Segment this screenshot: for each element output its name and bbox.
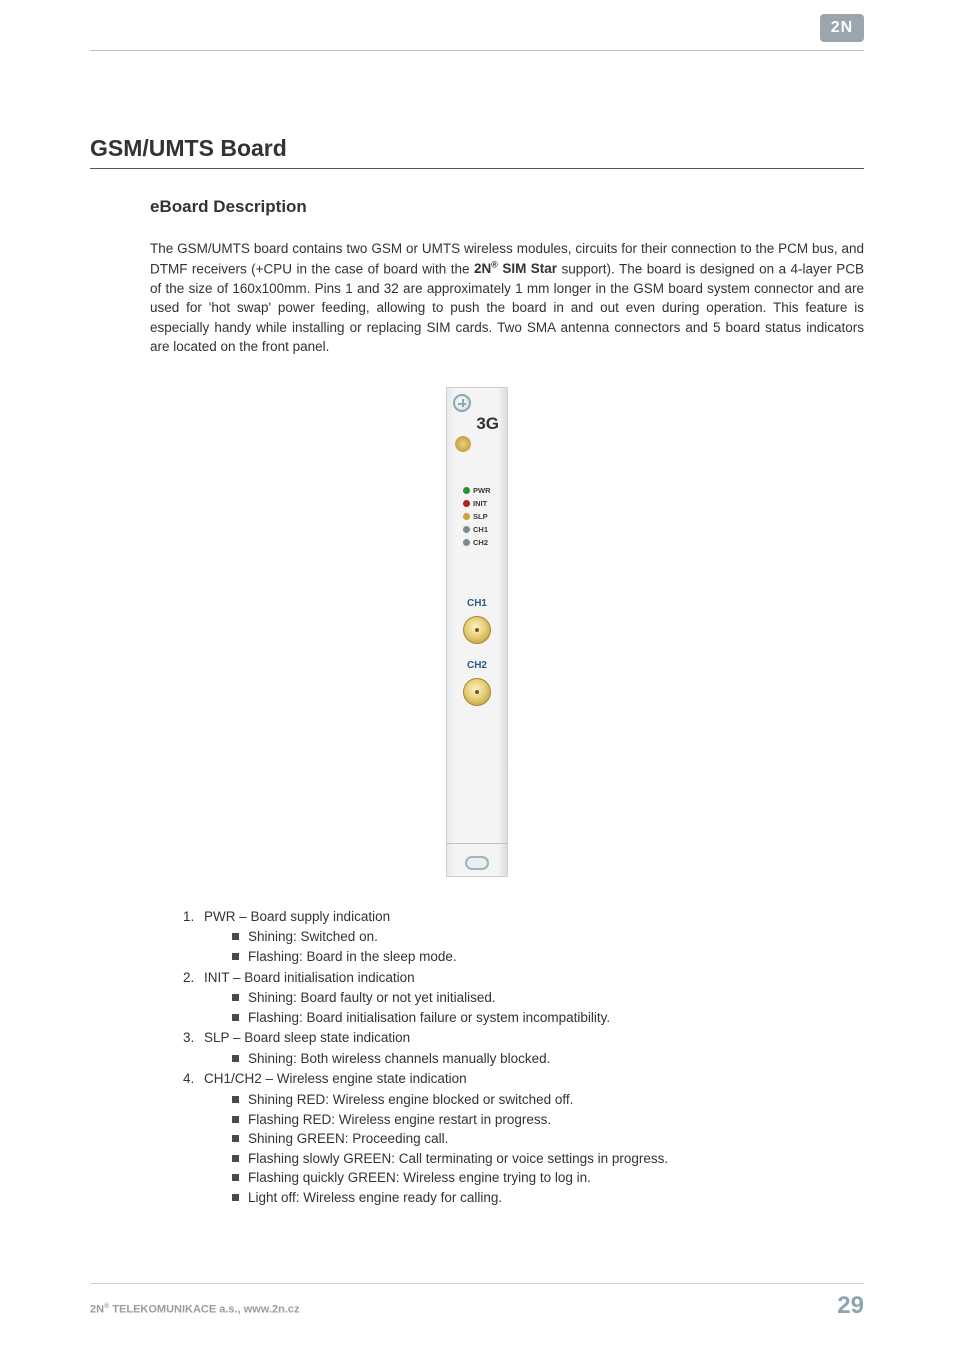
coax-connector-icon <box>455 436 471 452</box>
description-paragraph: The GSM/UMTS board contains two GSM or U… <box>150 239 864 357</box>
led-row: CH2 <box>463 538 488 547</box>
page-title: GSM/UMTS Board <box>90 135 864 169</box>
indicator-subitem: Shining RED: Wireless engine blocked or … <box>232 1090 864 1110</box>
indicator-list: PWR – Board supply indication Shining: Sw… <box>180 907 864 1207</box>
indicator-item: CH1/CH2 – Wireless engine state indicati… <box>198 1069 864 1207</box>
sma-connector-icon <box>463 678 491 706</box>
brand-logo: 2N <box>820 14 864 42</box>
page-number: 29 <box>837 1292 864 1320</box>
indicator-subitem: Flashing quickly GREEN: Wireless engine … <box>232 1168 864 1188</box>
brand-pre: 2N <box>474 261 491 276</box>
indicator-subitem: Shining GREEN: Proceeding call. <box>232 1129 864 1149</box>
footer-company: 2N® TELEKOMUNIKACE a.s., www.2n.cz <box>90 1303 300 1316</box>
indicator-item: INIT – Board initialisation indication Sh… <box>198 968 864 1028</box>
screw-oval-icon <box>465 856 489 870</box>
led-label: CH1 <box>473 525 488 534</box>
sma-connector-icon <box>463 616 491 644</box>
led-row: SLP <box>463 512 488 521</box>
led-label: PWR <box>473 486 491 495</box>
brand-logo-text: 2N <box>820 14 864 42</box>
indicator-title: CH1/CH2 – Wireless engine state indicati… <box>204 1071 467 1086</box>
led-label: SLP <box>473 512 488 521</box>
section-title: eBoard Description <box>150 197 864 217</box>
footer-brand-pre: 2N <box>90 1304 104 1316</box>
led-dot-icon <box>463 513 470 520</box>
indicator-subitem: Flashing slowly GREEN: Call terminating … <box>232 1149 864 1169</box>
indicator-subitem: Shining: Switched on. <box>232 927 864 947</box>
indicator-title: PWR – Board supply indication <box>204 909 390 924</box>
indicator-item: PWR – Board supply indication Shining: Sw… <box>198 907 864 967</box>
led-dot-icon <box>463 526 470 533</box>
indicator-sublist: Shining: Switched on.Flashing: Board in … <box>232 927 864 966</box>
indicator-subitem: Shining: Both wireless channels manually… <box>232 1049 864 1069</box>
page-footer: 2N® TELEKOMUNIKACE a.s., www.2n.cz 29 <box>90 1283 864 1320</box>
indicator-subitem: Shining: Board faulty or not yet initial… <box>232 988 864 1008</box>
ch2-label: CH2 <box>447 660 507 671</box>
indicator-sublist: Shining RED: Wireless engine blocked or … <box>232 1090 864 1207</box>
indicator-subitem: Light off: Wireless engine ready for cal… <box>232 1188 864 1208</box>
led-label: CH2 <box>473 538 488 547</box>
header-rule <box>90 50 864 51</box>
led-row: INIT <box>463 499 487 508</box>
led-row: CH1 <box>463 525 488 534</box>
indicator-subitem: Flashing: Board in the sleep mode. <box>232 947 864 967</box>
indicator-subitem: Flashing: Board initialisation failure o… <box>232 1008 864 1028</box>
brand-post: SIM Star <box>498 261 557 276</box>
indicator-subitem: Flashing RED: Wireless engine restart in… <box>232 1110 864 1130</box>
indicator-sublist: Shining: Both wireless channels manually… <box>232 1049 864 1069</box>
led-dot-icon <box>463 539 470 546</box>
led-dot-icon <box>463 487 470 494</box>
indicator-item: SLP – Board sleep state indication Shinin… <box>198 1028 864 1068</box>
led-label: INIT <box>473 499 487 508</box>
screw-icon <box>453 394 471 412</box>
indicator-title: SLP – Board sleep state indication <box>204 1030 410 1045</box>
indicator-title: INIT – Board initialisation indication <box>204 970 415 985</box>
ch1-label: CH1 <box>447 598 507 609</box>
indicator-sublist: Shining: Board faulty or not yet initial… <box>232 988 864 1027</box>
brand-reg: ® <box>491 260 498 270</box>
board-panel-figure: 3G PWR INIT SLP CH1 CH2 CH1 CH2 <box>90 387 864 877</box>
panel-divider <box>446 843 508 844</box>
footer-brand-post: TELEKOMUNIKACE a.s., www.2n.cz <box>109 1304 299 1316</box>
panel-model-label: 3G <box>476 414 499 434</box>
led-row: PWR <box>463 486 491 495</box>
board-front-panel: 3G PWR INIT SLP CH1 CH2 CH1 CH2 <box>446 387 508 877</box>
led-dot-icon <box>463 500 470 507</box>
